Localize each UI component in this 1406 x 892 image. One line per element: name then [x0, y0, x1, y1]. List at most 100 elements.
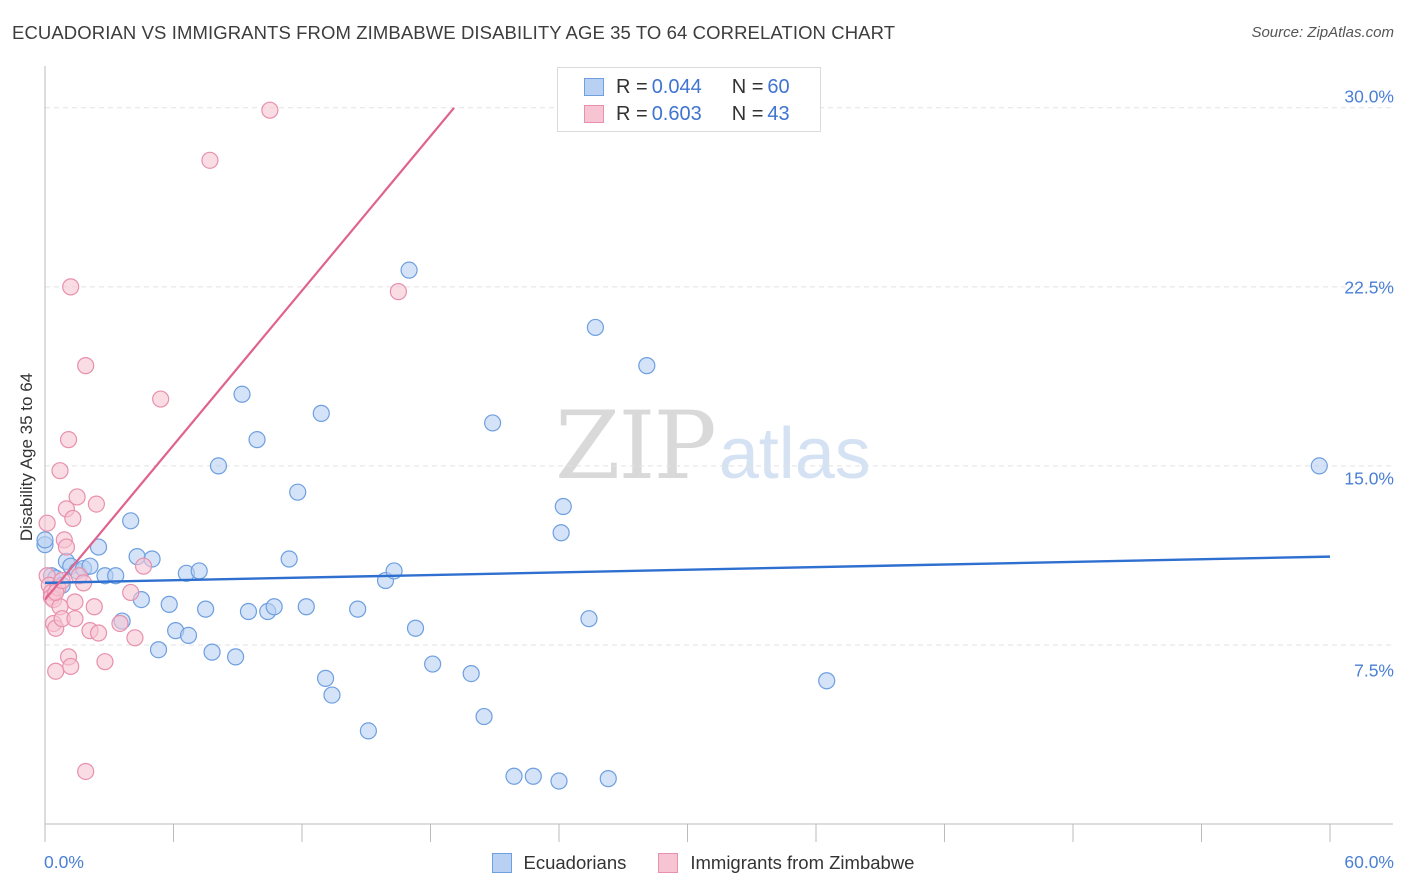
legend-swatch-blue [584, 78, 604, 96]
legend-r-key: R = [616, 75, 648, 98]
legend-r-value: 0.603 [651, 102, 702, 125]
ecuadorian-point [424, 655, 442, 673]
ecuadorian-point [524, 767, 542, 785]
legend-n-value: 60 [767, 75, 790, 98]
zimbabwe-point [57, 538, 76, 556]
zimbabwe-point [201, 151, 219, 169]
legend-row-zimbabwe: R = 0.603 N = 43 [584, 103, 790, 125]
ecuadorian-point [475, 707, 493, 726]
ecuadorian-point [36, 531, 54, 549]
series-swatch-pink [658, 853, 679, 873]
ecuadorian-point [179, 626, 198, 645]
ecuadorian-point [227, 648, 245, 666]
zimbabwe-point [77, 762, 95, 781]
zimbabwe-point [87, 495, 106, 513]
ecuadorian-point [289, 483, 307, 501]
series-legend: Ecuadorians Immigrants from Zimbabwe [0, 852, 1406, 874]
series-legend-ecuadorians: Ecuadorians [491, 852, 627, 874]
zimbabwe-point [96, 653, 114, 671]
series-legend-zimbabwe: Immigrants from Zimbabwe [658, 852, 914, 874]
ecuadorian-point [1310, 457, 1328, 475]
x-tick-label-max: 60.0% [1344, 852, 1394, 872]
zimbabwe-point [122, 583, 140, 602]
zimbabwe-point [51, 462, 69, 480]
ecuadorian-point [599, 770, 617, 788]
ecuadorian-point [81, 557, 99, 575]
ecuadorian-point [297, 598, 315, 616]
correlation-legend: R = 0.044 N = 60 R = 0.603 N = 43 [557, 67, 821, 132]
zimbabwe-point [77, 357, 95, 375]
ecuadorian-point [550, 772, 568, 790]
zimbabwe-point [68, 488, 86, 506]
legend-r-key: R = [616, 102, 648, 125]
zimbabwe-point [126, 629, 144, 647]
ecuadorian-point [280, 550, 298, 568]
zimbabwe-point [64, 509, 82, 528]
ecuadorian-point [209, 457, 228, 475]
zimbabwe-trend-line [44, 107, 455, 601]
ecuadorian-point [349, 600, 367, 618]
y-tick-label-22-5: 22.5% [1344, 277, 1394, 298]
zimbabwe-point [389, 283, 407, 301]
zimbabwe-point [47, 662, 65, 680]
zimbabwe-point [134, 557, 153, 575]
ecuadorian-point [190, 562, 208, 580]
ecuadorian-point [484, 414, 502, 432]
ecuadorian-point [149, 641, 168, 659]
ecuadorian-point [586, 318, 605, 337]
series-swatch-blue [491, 853, 512, 873]
zimbabwe-point [111, 614, 129, 633]
watermark-zip: ZIP [555, 392, 717, 501]
watermark: ZIPatlas [555, 400, 871, 494]
ecuadorian-point [122, 512, 140, 530]
legend-n-key: N = [731, 75, 764, 98]
ecuadorian-point [316, 669, 335, 687]
zimbabwe-point [85, 598, 103, 616]
zimbabwe-point [89, 624, 108, 642]
legend-row-ecuadorians: R = 0.044 N = 60 [584, 76, 790, 98]
series-label-ecuadorians: Ecuadorians [523, 852, 627, 873]
legend-swatch-pink [584, 105, 604, 123]
zimbabwe-point [62, 657, 80, 676]
watermark-atlas: atlas [718, 414, 871, 494]
ecuadorian-point [359, 722, 377, 740]
legend-r-value: 0.044 [651, 75, 702, 98]
zimbabwe-point [66, 610, 84, 628]
ecuadorian-point [312, 404, 330, 422]
ecuadorian-point [406, 619, 425, 637]
x-tick-label-min: 0.0% [44, 852, 84, 872]
ecuadorian-point [233, 385, 251, 403]
zimbabwe-point [66, 593, 84, 611]
ecuadorian-point [203, 643, 221, 661]
ecuadorian-point [89, 538, 108, 556]
zimbabwe-point [62, 278, 80, 296]
ecuadorian-point [107, 567, 125, 585]
ecuadorian-point [265, 598, 283, 616]
ecuadorian-point [239, 602, 258, 621]
ecuadorian-point [160, 595, 178, 613]
ecuadorian-point [400, 261, 418, 279]
ecuadorian-point [505, 767, 523, 785]
chart-title: ECUADORIAN VS IMMIGRANTS FROM ZIMBABWE D… [12, 22, 896, 43]
ecuadorian-point [580, 610, 598, 628]
source-label: Source: ZipAtlas.com [1251, 24, 1394, 41]
y-tick-label-15: 15.0% [1344, 468, 1394, 489]
y-axis-label: Disability Age 35 to 64 [17, 372, 36, 542]
ecuadorian-point [197, 600, 215, 618]
ecuadorian-point [638, 357, 656, 375]
y-tick-label-7-5: 7.5% [1354, 660, 1394, 681]
series-label-zimbabwe: Immigrants from Zimbabwe [690, 852, 915, 873]
ecuadorian-point [818, 672, 836, 690]
ecuadorian-trend-line [44, 555, 1331, 585]
zimbabwe-point [261, 101, 279, 119]
ecuadorian-point [248, 431, 266, 449]
ecuadorian-point [554, 497, 572, 516]
zimbabwe-point [152, 390, 170, 408]
legend-n-value: 43 [767, 102, 790, 125]
y-tick-label-30: 30.0% [1344, 86, 1394, 107]
zimbabwe-point [59, 431, 78, 449]
ecuadorian-point [552, 524, 570, 542]
ecuadorian-point [323, 686, 341, 704]
ecuadorian-point [462, 664, 480, 683]
